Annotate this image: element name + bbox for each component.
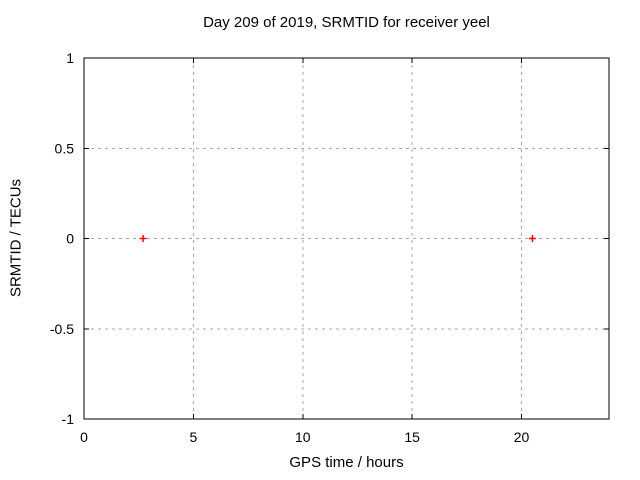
x-axis-label: GPS time / hours bbox=[289, 454, 404, 471]
x-tick-label: 10 bbox=[295, 429, 311, 445]
x-tick-label: 15 bbox=[404, 429, 420, 445]
x-tick-label: 20 bbox=[514, 429, 530, 445]
x-tick-label: 5 bbox=[189, 429, 197, 445]
y-tick-label: 1 bbox=[66, 50, 74, 66]
y-tick-label: 0.5 bbox=[55, 140, 75, 156]
y-tick-label: 0 bbox=[66, 231, 74, 247]
x-tick-label: 0 bbox=[80, 429, 88, 445]
y-tick-label: -0.5 bbox=[50, 321, 74, 337]
y-axis-label: SRMTID / TECUs bbox=[7, 178, 25, 298]
data-point-marker bbox=[139, 235, 147, 242]
chart-title: Day 209 of 2019, SRMTID for receiver yee… bbox=[203, 14, 490, 31]
data-point-marker bbox=[528, 235, 536, 242]
y-tick-label: -1 bbox=[62, 411, 75, 427]
